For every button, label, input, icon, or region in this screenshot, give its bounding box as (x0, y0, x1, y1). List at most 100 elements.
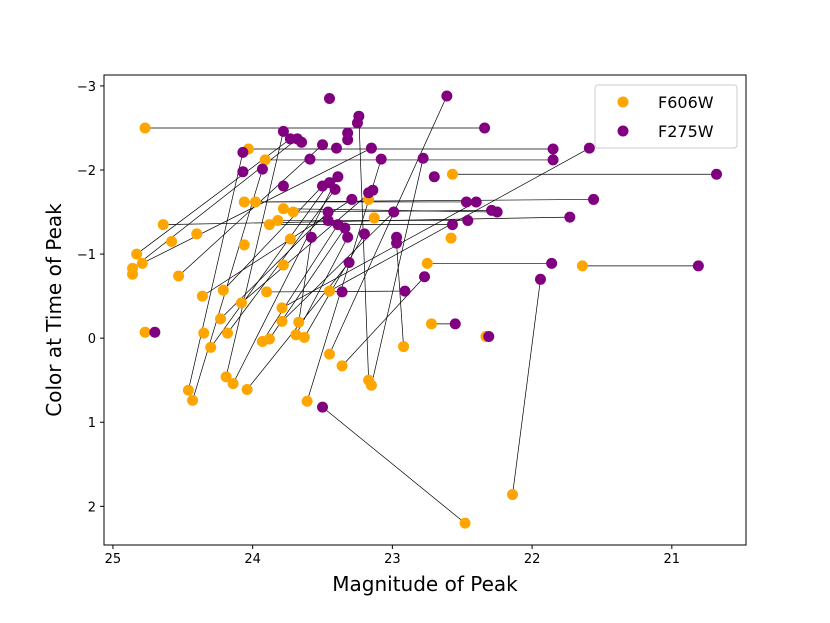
point-f275w (346, 193, 358, 205)
point-f606w (166, 235, 178, 247)
point-f275w (363, 187, 375, 199)
point-f606w (445, 232, 457, 244)
y-axis-ticks: −3 −2 −1 0 1 2 (77, 80, 104, 515)
point-f606w (157, 219, 169, 231)
point-f606w (249, 196, 261, 208)
y-tick-label: −1 (77, 248, 96, 263)
point-f606w (276, 315, 288, 327)
point-f606w (196, 290, 208, 302)
point-f275w (256, 163, 268, 175)
point-f606w (241, 383, 253, 395)
point-f275w (483, 330, 495, 342)
x-tick-label: 24 (244, 552, 261, 567)
y-tick-label: −3 (77, 80, 96, 95)
point-f275w (419, 271, 431, 283)
point-f606w (301, 395, 313, 407)
connector-line (322, 406, 466, 524)
connector-line (281, 201, 477, 309)
point-f275w (391, 237, 403, 249)
point-f275w (322, 206, 334, 218)
point-f606w (235, 297, 247, 309)
point-f606w (131, 248, 143, 260)
point-f606w (277, 203, 289, 215)
point-f606w (139, 326, 151, 338)
point-f275w (317, 139, 329, 151)
point-f606w (287, 206, 299, 218)
point-f275w (343, 256, 355, 268)
data-points (127, 90, 723, 529)
point-f606w (136, 257, 148, 269)
point-f275w (546, 257, 558, 269)
point-f606w (173, 270, 185, 282)
connector-line (210, 182, 330, 348)
x-axis-label: Magnitude of Peak (332, 572, 518, 596)
x-tick-label: 22 (524, 552, 541, 567)
point-f606w (290, 329, 302, 341)
point-f275w (534, 273, 546, 285)
legend: F606W F275W (594, 84, 738, 149)
point-f606w (446, 168, 458, 180)
point-f606w (298, 331, 310, 343)
point-f275w (237, 146, 249, 158)
connector-line (298, 237, 312, 323)
point-f606w (227, 378, 239, 390)
point-f606w (277, 259, 289, 271)
point-f275w (399, 285, 411, 297)
x-tick-label: 23 (384, 552, 401, 567)
connector-line (304, 233, 365, 338)
connector-line (341, 276, 425, 367)
point-f275w (277, 180, 289, 192)
connector-line (358, 116, 369, 381)
point-f275w (317, 180, 329, 192)
connector-line (371, 158, 424, 386)
point-f275w (237, 166, 249, 178)
point-f606w (425, 318, 437, 330)
x-tick-label: 21 (664, 552, 681, 567)
point-f275w (304, 153, 316, 165)
legend-marker-f275w (617, 125, 629, 137)
point-f606w (238, 196, 250, 208)
point-f275w (317, 401, 329, 413)
y-tick-label: −2 (77, 164, 96, 179)
point-f275w (336, 286, 348, 298)
point-f275w (547, 143, 559, 155)
point-f606w (276, 302, 288, 314)
point-f606w (191, 228, 203, 240)
point-f275w (449, 318, 461, 330)
point-f275w (342, 134, 354, 146)
point-f606w (284, 233, 296, 245)
point-f606w (215, 313, 227, 325)
connector-line (178, 144, 323, 277)
point-f275w (375, 153, 387, 165)
point-f275w (339, 222, 351, 234)
point-f606w (365, 379, 377, 391)
point-f606w (459, 517, 471, 529)
point-f606w (324, 285, 336, 297)
point-f606w (421, 257, 433, 269)
point-f275w (351, 117, 363, 129)
y-tick-label: 2 (88, 500, 96, 515)
point-f275w (329, 183, 341, 195)
connector-line (232, 176, 339, 384)
point-f275w (470, 196, 482, 208)
point-f275w (358, 228, 370, 240)
x-tick-label: 25 (105, 552, 122, 567)
point-f275w (547, 154, 559, 166)
point-f275w (588, 193, 600, 205)
point-f606w (576, 260, 588, 272)
point-f275w (277, 125, 289, 137)
point-f275w (441, 90, 453, 102)
y-tick-label: 0 (88, 332, 96, 347)
connector-line (329, 147, 590, 292)
point-f275w (479, 122, 491, 134)
connector-line (512, 279, 541, 495)
point-f606w (187, 394, 199, 406)
point-f606w (182, 384, 194, 396)
legend-label-f606w: F606W (658, 93, 714, 112)
point-f275w (491, 206, 503, 218)
point-f606w (259, 154, 271, 166)
point-f606w (217, 284, 229, 296)
point-f606w (324, 348, 336, 360)
connector-line (329, 95, 448, 355)
